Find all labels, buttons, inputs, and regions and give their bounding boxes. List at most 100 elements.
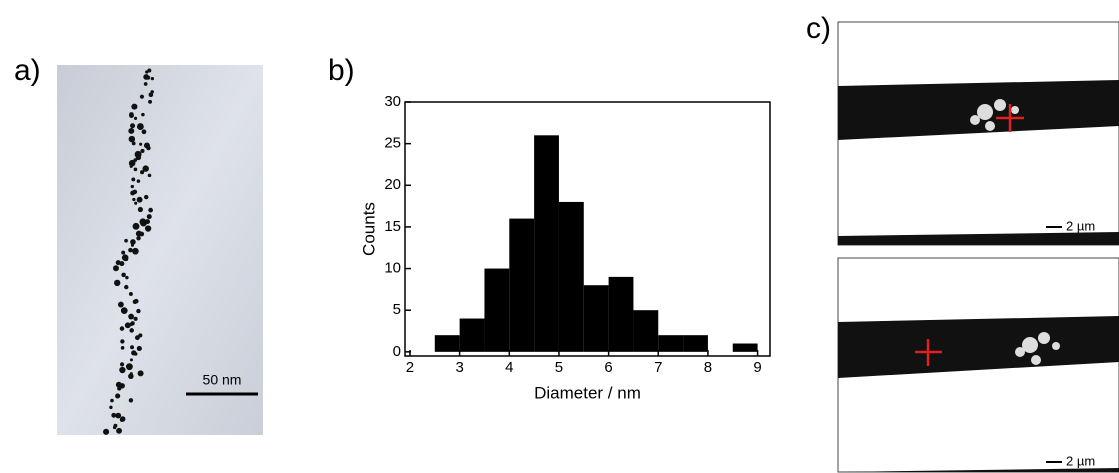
particle: [129, 358, 133, 362]
histogram: 2 3 4 5 6 7 8 9 0 5 10 15 20 25 30 Diameter / nm Counts: [359, 93, 771, 402]
particle: [121, 272, 126, 278]
particle: [138, 333, 143, 338]
particle: [139, 142, 143, 146]
scale-bar-label: 2 µm: [1066, 218, 1095, 233]
bar: [459, 318, 485, 352]
particle: [109, 405, 113, 410]
y-tick-label: 30: [384, 93, 401, 110]
particle: [119, 326, 125, 331]
particle: [115, 381, 122, 388]
particle: [142, 165, 149, 172]
particle: [132, 197, 136, 202]
x-axis-label: Diameter / nm: [534, 383, 641, 402]
particle: [119, 261, 125, 267]
x-tick-label: 4: [505, 359, 513, 376]
particle: [113, 423, 118, 428]
particle: [150, 76, 155, 81]
particle: [128, 313, 135, 320]
particle: [128, 373, 134, 380]
particle: [120, 339, 125, 344]
bar: [583, 285, 609, 352]
particle: [140, 148, 145, 153]
particle: [140, 219, 147, 227]
y-tick-label: 15: [384, 218, 401, 235]
scale-bar-label: 2 µm: [1066, 453, 1095, 468]
particle: [130, 184, 134, 189]
particle: [110, 398, 114, 403]
bar: [608, 276, 634, 352]
particle: [129, 112, 134, 117]
particle: [143, 74, 150, 80]
particle: [124, 238, 128, 243]
particle: [139, 231, 145, 237]
particle: [136, 196, 143, 203]
x-tick-label: 8: [704, 359, 712, 376]
particle: [129, 164, 133, 168]
nanowire: [838, 316, 1119, 378]
particle: [136, 123, 144, 130]
y-tick-label: 20: [384, 176, 401, 193]
tem-image: [57, 65, 263, 435]
particle: [125, 363, 133, 371]
cross-marker: [996, 104, 1024, 132]
particle: [136, 308, 141, 314]
particle: [117, 301, 124, 308]
particle: [136, 179, 141, 183]
particle: [125, 275, 129, 280]
particle: [131, 177, 136, 182]
particle: [147, 68, 152, 73]
particle: [133, 298, 139, 304]
particle: [111, 412, 117, 418]
particle: [128, 159, 136, 167]
particle: [141, 129, 147, 135]
particle: [128, 135, 136, 143]
bar: [509, 218, 535, 352]
x-tick-label: 2: [406, 359, 414, 376]
particle: [115, 412, 122, 419]
particle: [130, 243, 134, 247]
x-tick-label: 9: [753, 359, 761, 376]
bar: [683, 335, 708, 352]
particle: [120, 307, 128, 314]
bar: [732, 343, 758, 352]
particle: [146, 214, 152, 220]
particle: [117, 386, 122, 391]
panel-label: b): [328, 54, 355, 87]
particle: [121, 254, 129, 261]
bar: [633, 310, 659, 352]
scale-bar-label: 50 nm: [203, 372, 242, 388]
particle: [134, 352, 138, 356]
x-tick-label: 6: [604, 359, 612, 376]
particle: [128, 292, 133, 296]
particle: [147, 173, 152, 178]
particle: [133, 316, 138, 321]
particle: [136, 345, 142, 352]
particle: [148, 99, 153, 104]
y-axis-label: Counts: [359, 202, 378, 256]
particle: [146, 145, 151, 151]
particle: [148, 92, 154, 98]
particle: [130, 345, 135, 350]
particle: [124, 322, 131, 329]
particle: [134, 201, 138, 205]
particle: [141, 112, 145, 117]
bar: [534, 135, 559, 352]
x-tick-label: 3: [455, 359, 463, 376]
particle: [137, 370, 144, 377]
particle: [129, 328, 134, 333]
particle: [130, 239, 136, 245]
particle: [133, 167, 138, 172]
particle: [112, 265, 119, 272]
particle: [143, 82, 148, 86]
y-tick-label: 10: [384, 260, 401, 277]
y-tick-label: 0: [393, 343, 401, 360]
junction: [1015, 332, 1060, 365]
particle: [145, 70, 149, 74]
particle: [128, 247, 133, 253]
particle: [121, 250, 126, 255]
panel-label: a): [14, 54, 41, 87]
particle: [133, 158, 138, 162]
particle: [130, 123, 136, 129]
